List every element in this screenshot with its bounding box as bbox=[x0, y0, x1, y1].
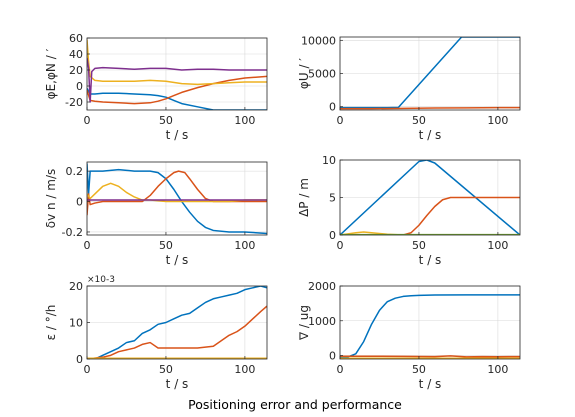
y-tick-label: 0.2 bbox=[66, 165, 84, 178]
series-line-2 bbox=[87, 305, 267, 359]
y-tick-label: 5 bbox=[329, 192, 336, 205]
x-tick-label: 0 bbox=[337, 363, 344, 376]
x-tick-label: 50 bbox=[412, 363, 426, 376]
y-axis-label: ε / °/h bbox=[44, 305, 58, 341]
y-axis-label: ΔP / m bbox=[297, 178, 311, 217]
y-tick-label: -0.2 bbox=[62, 226, 83, 239]
x-axis-label: t / s bbox=[419, 253, 442, 267]
y-tick-label: 5000 bbox=[308, 68, 336, 81]
series-line-1 bbox=[340, 37, 520, 109]
y-tick-label: 1000 bbox=[308, 315, 336, 328]
y-axis-exponent: ×10-3 bbox=[87, 275, 115, 285]
x-tick-label: 50 bbox=[159, 363, 173, 376]
x-tick-label: 0 bbox=[337, 114, 344, 127]
y-tick-label: 0 bbox=[329, 229, 336, 242]
x-tick-label: 100 bbox=[234, 239, 255, 252]
series-line-2 bbox=[340, 355, 520, 358]
y-tick-label: 0 bbox=[76, 80, 83, 93]
y-tick-label: 20 bbox=[69, 280, 83, 293]
subplot-5: 0 50 100 0 10 20 t / s ε / °/h ×10-3 bbox=[44, 275, 268, 391]
x-axis-label: t / s bbox=[419, 377, 442, 391]
series-line-2 bbox=[340, 196, 520, 235]
y-axis-label: δv n / m/s bbox=[44, 169, 58, 229]
y-tick-label: 20 bbox=[69, 64, 83, 77]
x-axis-label: t / s bbox=[166, 377, 189, 391]
x-tick-label: 100 bbox=[234, 114, 255, 127]
x-tick-label: 0 bbox=[84, 363, 91, 376]
y-tick-label: 0 bbox=[76, 353, 83, 366]
y-tick-label: 0 bbox=[329, 350, 336, 363]
series-line-4 bbox=[87, 57, 267, 103]
series-line-1 bbox=[340, 294, 520, 359]
x-tick-label: 50 bbox=[159, 114, 173, 127]
series-line-3 bbox=[340, 231, 520, 235]
subplot-4: 0 50 100 0 5 10 t / s ΔP / m bbox=[297, 154, 521, 267]
y-tick-label: -20 bbox=[65, 96, 83, 109]
y-tick-label: 10000 bbox=[301, 34, 336, 47]
y-tick-label: 40 bbox=[69, 48, 83, 61]
series-line-1 bbox=[340, 160, 520, 235]
x-tick-label: 100 bbox=[234, 363, 255, 376]
y-axis-label: φE,φN / ′ bbox=[44, 48, 58, 99]
y-tick-label: 0 bbox=[76, 196, 83, 209]
x-tick-label: 100 bbox=[487, 239, 508, 252]
series-line-2 bbox=[87, 75, 267, 105]
series-line-1 bbox=[87, 88, 267, 110]
subplot-2: 0 50 100 0 5000 10000 t / s φU / ′ bbox=[297, 34, 521, 142]
series-line-3 bbox=[87, 182, 267, 203]
x-axis-label: t / s bbox=[419, 128, 442, 142]
axes-frame bbox=[339, 285, 521, 360]
y-tick-label: 60 bbox=[69, 32, 83, 45]
y-axis-label: φU / ′ bbox=[297, 58, 311, 89]
y-axis-label: ∇ / ug bbox=[297, 305, 311, 341]
x-tick-label: 50 bbox=[412, 239, 426, 252]
x-tick-label: 0 bbox=[84, 239, 91, 252]
y-tick-label: 0 bbox=[329, 101, 336, 114]
figure-caption: Positioning error and performance bbox=[188, 397, 402, 412]
x-tick-label: 100 bbox=[487, 114, 508, 127]
series-line-1 bbox=[87, 286, 267, 359]
series-line-3 bbox=[87, 39, 267, 86]
x-axis-label: t / s bbox=[166, 253, 189, 267]
y-tick-label: 10 bbox=[322, 154, 336, 167]
x-tick-label: 0 bbox=[84, 114, 91, 127]
y-tick-label: 2000 bbox=[308, 280, 336, 293]
x-tick-label: 50 bbox=[159, 239, 173, 252]
axes-frame bbox=[86, 37, 268, 111]
x-tick-label: 0 bbox=[337, 239, 344, 252]
y-tick-label: 10 bbox=[69, 317, 83, 330]
axes-frame bbox=[86, 161, 268, 236]
x-tick-label: 100 bbox=[487, 363, 508, 376]
x-tick-label: 50 bbox=[412, 114, 426, 127]
series-line-2 bbox=[87, 170, 267, 216]
subplot-3: 0 50 100-0.200.2t / sδv n / m/s bbox=[44, 161, 268, 267]
x-axis-label: t / s bbox=[166, 128, 189, 142]
series-line-1 bbox=[87, 163, 267, 235]
